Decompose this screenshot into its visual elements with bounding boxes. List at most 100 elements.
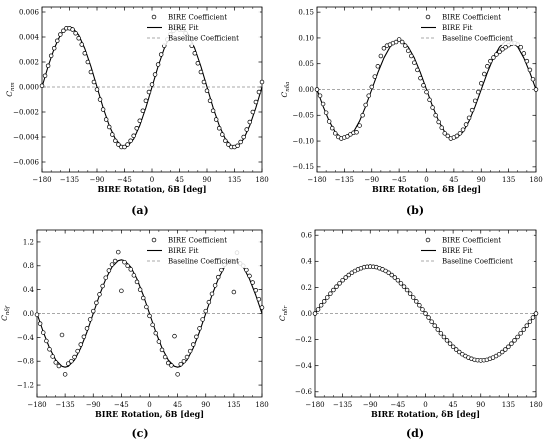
y-tick-label: 0.0 [23, 310, 34, 318]
coefficient-point [115, 249, 121, 255]
coefficient-point [59, 332, 65, 338]
coefficient-point [140, 108, 146, 113]
legend-marker-coefficient [151, 14, 157, 20]
coefficient-point [321, 299, 327, 304]
coefficient-point [259, 79, 265, 85]
coefficient-point [153, 330, 159, 336]
coefficient-point [323, 110, 329, 115]
legend-label-baseline: Baseline Coefficient [168, 35, 239, 43]
coefficient-point [436, 119, 441, 125]
x-axis-label: BIRE Rotation, δB [deg] [97, 184, 206, 194]
coefficient-point [45, 63, 51, 68]
x-tick-label: −180 [307, 176, 326, 184]
x-tick-label: 45 [449, 401, 458, 409]
coefficient-point [315, 307, 321, 312]
coefficient-point [103, 275, 108, 280]
x-tick-label: −180 [32, 176, 51, 184]
coefficient-point [241, 134, 246, 140]
coefficient-point [479, 81, 484, 86]
y-tick-label: −0.004 [13, 133, 39, 141]
coefficient-point [317, 93, 323, 98]
coefficient-point [421, 83, 426, 88]
y-axis-label: Cnm [5, 82, 16, 97]
coefficient-point [97, 292, 102, 297]
y-tick-label: −0.8 [17, 358, 34, 366]
coefficient-point [512, 338, 517, 343]
coefficient-point [326, 119, 332, 124]
coefficient-point [184, 354, 190, 360]
legend-label-fit: BIRE Fit [442, 247, 473, 255]
legend-box [418, 11, 534, 45]
coefficient-point [58, 32, 63, 37]
coefficient-point [141, 295, 146, 301]
coefficient-point [518, 44, 524, 50]
coefficient-point [82, 50, 88, 56]
coefficient-point [88, 69, 94, 75]
legend-label-coefficient: BIRE Coefficient [168, 14, 227, 22]
coefficient-point [533, 311, 539, 316]
coefficient-point [466, 115, 472, 121]
coefficient-point [72, 354, 77, 360]
legend-label-baseline: Baseline Coefficient [442, 35, 513, 43]
x-tick-label: 180 [255, 401, 268, 409]
coefficient-point [429, 319, 434, 324]
coefficient-point [333, 131, 338, 136]
coefficient-point [527, 319, 533, 324]
coefficient-point [209, 291, 215, 297]
coefficient-point [125, 142, 130, 147]
y-tick-label: −0.4 [295, 362, 313, 370]
coefficient-point [354, 130, 359, 135]
legend-label-fit: BIRE Fit [442, 24, 473, 32]
coefficient-point [91, 79, 97, 85]
coefficient-point [156, 339, 162, 344]
coefficient-point [106, 124, 112, 130]
coefficient-point [231, 289, 237, 295]
coefficient-point [143, 98, 149, 103]
coefficient-point [331, 287, 336, 293]
x-tick-label: −90 [86, 401, 101, 409]
coefficient-point [55, 38, 60, 43]
coefficient-point [155, 62, 161, 67]
coefficient-point [426, 315, 431, 320]
coefficient-point [206, 299, 212, 305]
legend-label-baseline: Baseline Coefficient [442, 258, 513, 266]
coefficient-point [149, 82, 155, 87]
x-tick-label: 135 [502, 401, 515, 409]
y-tick-label: 0.05 [298, 60, 314, 68]
y-tick-label: 0.006 [19, 8, 40, 16]
coefficient-point [435, 327, 441, 332]
coefficient-point [524, 58, 530, 64]
y-tick-label: 0.002 [19, 58, 39, 66]
coefficient-point [381, 45, 387, 51]
x-tick-label: −45 [390, 401, 405, 409]
coefficient-point [515, 334, 520, 340]
legend-label-coefficient: BIRE Coefficient [168, 237, 227, 245]
coefficient-point [122, 144, 127, 150]
coefficient-point [318, 303, 324, 308]
coefficient-point [494, 52, 499, 57]
y-tick-label: 0.004 [19, 33, 40, 41]
x-axis-label: BIRE Rotation, δB [deg] [372, 184, 481, 194]
coefficient-point [201, 79, 207, 85]
x-tick-label: 45 [173, 401, 182, 409]
coefficient-point [340, 277, 345, 283]
coefficient-point [178, 361, 184, 367]
panel-caption: (c) [131, 427, 148, 440]
coefficient-point [363, 102, 368, 108]
coefficient-point [453, 347, 459, 352]
coefficient-point [250, 280, 255, 285]
coefficient-point [475, 89, 481, 95]
coefficient-point [112, 258, 118, 264]
coefficient-point [506, 344, 511, 350]
coefficient-point [433, 113, 438, 118]
panel-caption: (a) [131, 204, 149, 217]
coefficient-point [113, 138, 118, 144]
coefficient-point [253, 99, 259, 105]
coefficient-point [235, 143, 240, 149]
coefficient-point [223, 138, 228, 144]
coefficient-point [150, 322, 155, 328]
coefficient-point [94, 87, 100, 92]
coefficient-point [213, 117, 219, 122]
coefficient-point [106, 268, 112, 273]
coefficient-point [203, 308, 209, 314]
